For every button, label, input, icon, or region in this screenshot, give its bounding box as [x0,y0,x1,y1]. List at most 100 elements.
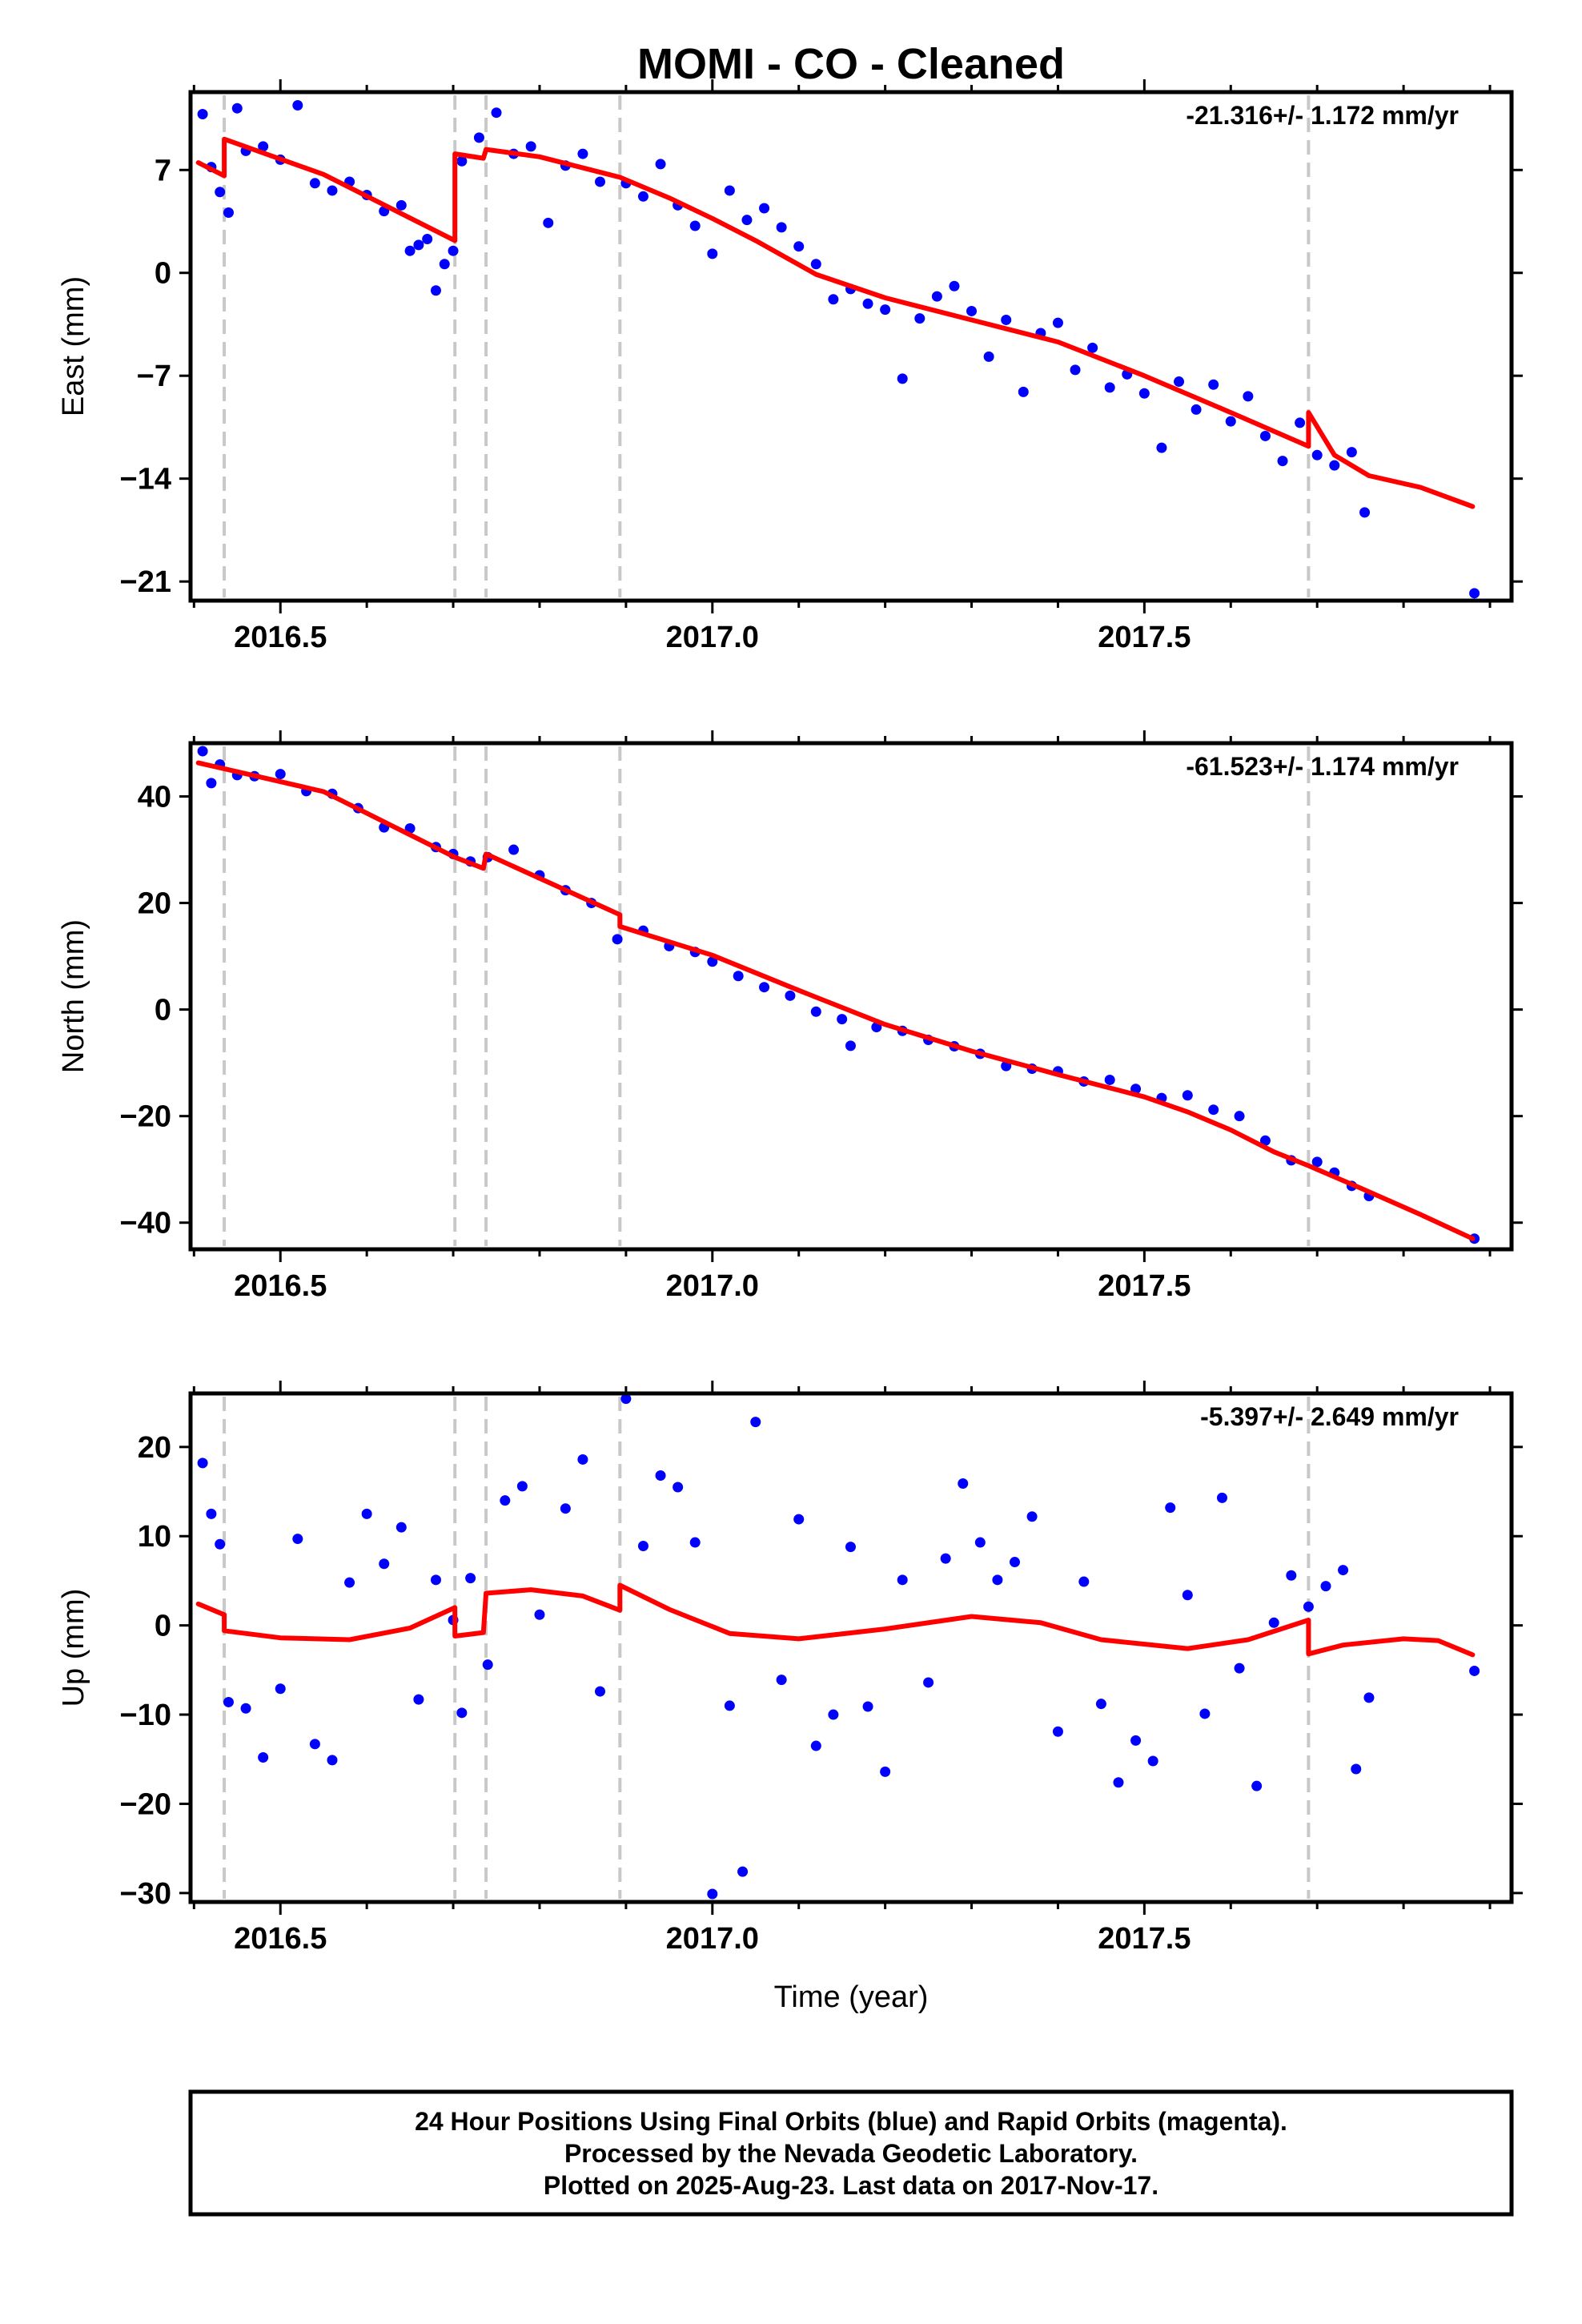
north-observation-point [206,778,217,789]
up-observation-point [897,1574,908,1586]
east-xtick-label: 2016.5 [234,621,327,654]
north-xtick-label: 2016.5 [234,1269,327,1303]
x-axis-title: Time (year) [774,1980,929,2014]
north-observation-point [1234,1111,1245,1122]
east-observation-point [897,373,908,384]
up-observation-point [1251,1780,1263,1791]
east-observation-point [637,191,648,202]
up-xtick-label: 2017.5 [1098,1922,1191,1956]
up-observation-point [707,1888,718,1900]
footer-line-2: Processed by the Nevada Geodetic Laborat… [564,2139,1138,2168]
up-observation-point [1234,1663,1245,1674]
east-observation-point [439,259,450,270]
east-y-axis-title: East (mm) [57,276,90,416]
up-ytick-label: 0 [155,1610,171,1643]
north-observation-point [759,982,770,993]
east-observation-point [1208,379,1219,390]
up-observation-point [197,1458,208,1469]
east-observation-point [1295,417,1306,428]
east-observation-point [1469,588,1480,599]
footer-frame [188,2089,1514,2217]
up-observation-point [292,1534,303,1545]
up-observation-point [465,1573,476,1584]
east-observation-point [1259,430,1271,441]
east-observation-point [577,148,588,159]
up-observation-point [1078,1576,1090,1587]
footer-line-3: Plotted on 2025-Aug-23. Last data on 201… [544,2171,1158,2200]
north-observation-point [1259,1135,1271,1146]
east-observation-point [689,220,701,231]
east-xtick-label: 2017.0 [666,621,759,654]
east-observation-point [862,298,873,309]
north-ytick-label: 20 [138,887,171,921]
east-observation-point [1104,382,1115,393]
up-observation-point [595,1686,606,1697]
east-ytick-label: −7 [137,360,171,393]
east-observation-point [914,313,926,324]
up-observation-point [637,1541,648,1551]
east-observation-point [413,239,424,251]
up-observation-point [275,1683,286,1695]
up-observation-point [828,1709,839,1720]
east-observation-point [707,248,718,259]
up-observation-point [456,1707,468,1719]
east-observation-point [396,199,407,211]
east-observation-point [292,100,303,111]
east-observation-point [525,141,536,152]
east-observation-point [1277,456,1288,467]
up-observation-point [206,1508,217,1519]
up-observation-point [737,1866,749,1877]
east-observation-point [949,280,960,292]
up-ytick-label: −20 [120,1787,171,1821]
north-observation-point [733,971,744,982]
up-observation-point [577,1454,588,1465]
east-observation-point [422,234,433,245]
up-observation-point [1182,1590,1193,1601]
east-ytick-label: 0 [155,257,171,291]
up-observation-point [344,1577,355,1588]
up-ytick-label: 20 [138,1431,171,1465]
north-observation-point [845,1040,856,1051]
up-observation-point [750,1417,761,1428]
up-observation-point [1147,1755,1158,1767]
north-observation-point [1208,1104,1219,1116]
up-observation-point [1009,1557,1020,1568]
up-panel: −30 −20 −10 0 10 20 2016.5 2017.0 2017.5 Up (mm) -… [57,1381,1523,1956]
up-y-axis-title: Up (mm) [57,1589,90,1707]
east-observation-point [776,222,787,233]
up-observation-point [1199,1708,1211,1719]
north-y-axis-title: North (mm) [57,919,90,1073]
north-xtick-label: 2017.5 [1098,1269,1191,1303]
north-xtick-label: 2017.0 [666,1269,759,1303]
east-observation-point [828,294,839,305]
east-observation-point [724,185,735,196]
east-observation-point [759,203,770,214]
up-ytick-label: −30 [120,1877,171,1911]
up-observation-point [327,1755,338,1766]
up-observation-point [1469,1665,1480,1676]
up-observation-point [1130,1735,1142,1746]
east-observation-point [258,141,269,152]
east-panel: −21 −14 −7 0 7 2016.5 2017.0 2017.5 East (mm) -21… [57,79,1523,654]
up-rate-label: -5.397+/- 2.649 mm/yr [1200,1402,1459,1431]
up-observation-point [361,1508,372,1519]
up-observation-point [534,1609,545,1620]
east-observation-point [1225,416,1236,427]
north-observation-point [1182,1090,1193,1101]
north-panel: −40 −20 0 20 40 2016.5 2017.0 2017.5 North (mm) -… [57,730,1523,1303]
east-observation-point [1174,376,1185,388]
up-observation-point [862,1701,873,1712]
east-observation-point [491,107,502,119]
up-observation-point [845,1542,856,1553]
up-observation-point [776,1675,787,1686]
east-observation-point [1070,364,1081,376]
up-observation-point [258,1752,269,1763]
north-ytick-label: 0 [155,994,171,1027]
up-observation-point [1286,1570,1297,1581]
north-observation-point [1311,1156,1323,1168]
east-observation-point [1052,317,1063,328]
north-observation-point [612,934,623,945]
up-observation-point [940,1553,951,1564]
north-observation-point [1104,1074,1115,1085]
up-observation-point [482,1659,493,1671]
